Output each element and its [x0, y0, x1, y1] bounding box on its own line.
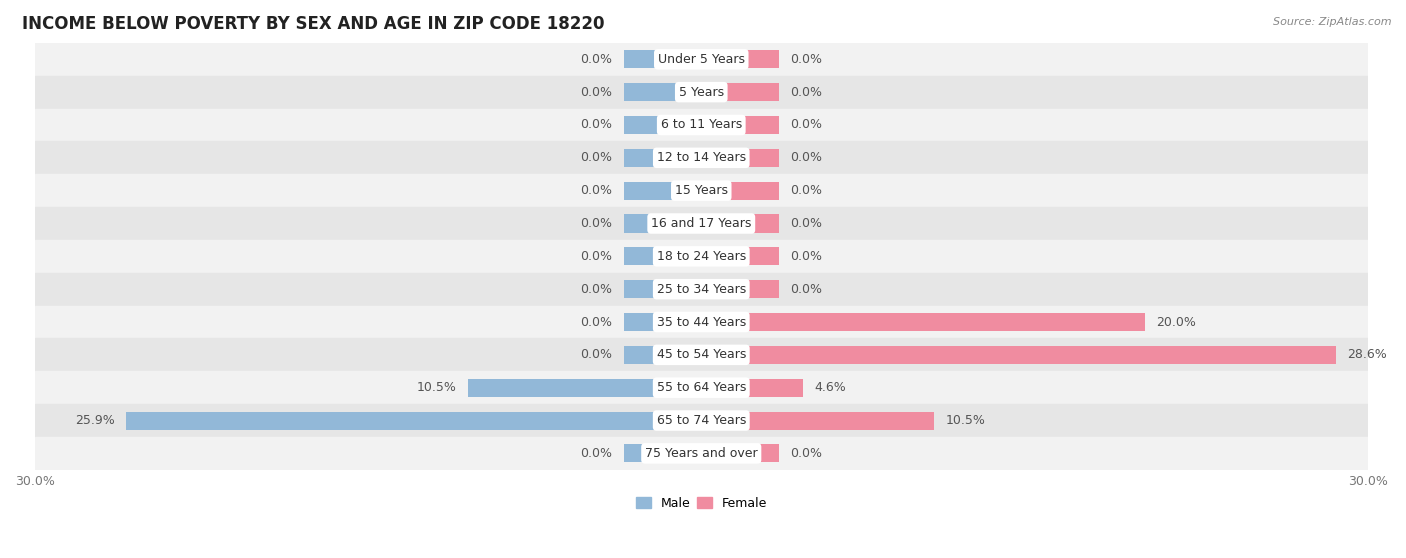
Text: 16 and 17 Years: 16 and 17 Years [651, 217, 751, 230]
Text: 12 to 14 Years: 12 to 14 Years [657, 151, 745, 164]
Text: 0.0%: 0.0% [790, 151, 823, 164]
Text: 10.5%: 10.5% [418, 381, 457, 394]
Text: 0.0%: 0.0% [581, 348, 613, 362]
Bar [35, 371, 1368, 404]
Bar [623, 247, 702, 266]
Text: 0.0%: 0.0% [790, 118, 823, 132]
Text: 65 to 74 Years: 65 to 74 Years [657, 414, 747, 427]
Text: 28.6%: 28.6% [1347, 348, 1388, 362]
Bar [702, 83, 779, 101]
Bar [702, 411, 935, 430]
Text: 0.0%: 0.0% [790, 85, 823, 99]
Text: 0.0%: 0.0% [581, 118, 613, 132]
Bar [623, 83, 702, 101]
Bar [702, 149, 779, 167]
Text: 0.0%: 0.0% [790, 53, 823, 66]
Text: 0.0%: 0.0% [581, 85, 613, 99]
Bar [623, 50, 702, 68]
Bar [35, 109, 1368, 141]
Text: 0.0%: 0.0% [581, 283, 613, 296]
Text: 45 to 54 Years: 45 to 54 Years [657, 348, 747, 362]
Bar [35, 273, 1368, 306]
Text: INCOME BELOW POVERTY BY SEX AND AGE IN ZIP CODE 18220: INCOME BELOW POVERTY BY SEX AND AGE IN Z… [21, 15, 605, 33]
Text: Source: ZipAtlas.com: Source: ZipAtlas.com [1274, 17, 1392, 27]
Bar [623, 313, 702, 331]
Bar [623, 116, 702, 134]
Text: 0.0%: 0.0% [790, 283, 823, 296]
Bar [35, 240, 1368, 273]
Bar [702, 313, 1146, 331]
Text: 25.9%: 25.9% [75, 414, 115, 427]
Bar [35, 404, 1368, 437]
Bar [702, 50, 779, 68]
Bar [702, 214, 779, 233]
Text: 20.0%: 20.0% [1157, 315, 1197, 329]
Text: 0.0%: 0.0% [581, 250, 613, 263]
Bar [702, 379, 803, 397]
Text: 18 to 24 Years: 18 to 24 Years [657, 250, 747, 263]
Bar [35, 76, 1368, 109]
Text: 6 to 11 Years: 6 to 11 Years [661, 118, 742, 132]
Bar [702, 444, 779, 463]
Bar [35, 437, 1368, 470]
Bar [35, 339, 1368, 371]
Text: 55 to 64 Years: 55 to 64 Years [657, 381, 747, 394]
Bar [623, 444, 702, 463]
Text: Under 5 Years: Under 5 Years [658, 53, 745, 66]
Text: 25 to 34 Years: 25 to 34 Years [657, 283, 747, 296]
Legend: Male, Female: Male, Female [630, 492, 772, 515]
Bar [702, 280, 779, 298]
Bar [623, 214, 702, 233]
Text: 10.5%: 10.5% [946, 414, 986, 427]
Bar [127, 411, 702, 430]
Text: 0.0%: 0.0% [581, 447, 613, 460]
Bar [623, 346, 702, 364]
Text: 0.0%: 0.0% [790, 250, 823, 263]
Bar [623, 149, 702, 167]
Text: 0.0%: 0.0% [581, 315, 613, 329]
Bar [35, 207, 1368, 240]
Bar [702, 346, 1337, 364]
Bar [35, 141, 1368, 174]
Text: 5 Years: 5 Years [679, 85, 724, 99]
Bar [623, 280, 702, 298]
Text: 0.0%: 0.0% [581, 53, 613, 66]
Bar [35, 306, 1368, 339]
Text: 4.6%: 4.6% [814, 381, 846, 394]
Bar [623, 182, 702, 200]
Text: 0.0%: 0.0% [790, 217, 823, 230]
Text: 0.0%: 0.0% [581, 217, 613, 230]
Text: 35 to 44 Years: 35 to 44 Years [657, 315, 747, 329]
Bar [702, 116, 779, 134]
Bar [702, 182, 779, 200]
Text: 75 Years and over: 75 Years and over [645, 447, 758, 460]
Text: 15 Years: 15 Years [675, 184, 728, 197]
Bar [468, 379, 702, 397]
Text: 0.0%: 0.0% [790, 447, 823, 460]
Text: 0.0%: 0.0% [581, 184, 613, 197]
Bar [35, 43, 1368, 76]
Bar [702, 247, 779, 266]
Bar [35, 174, 1368, 207]
Text: 0.0%: 0.0% [790, 184, 823, 197]
Text: 0.0%: 0.0% [581, 151, 613, 164]
